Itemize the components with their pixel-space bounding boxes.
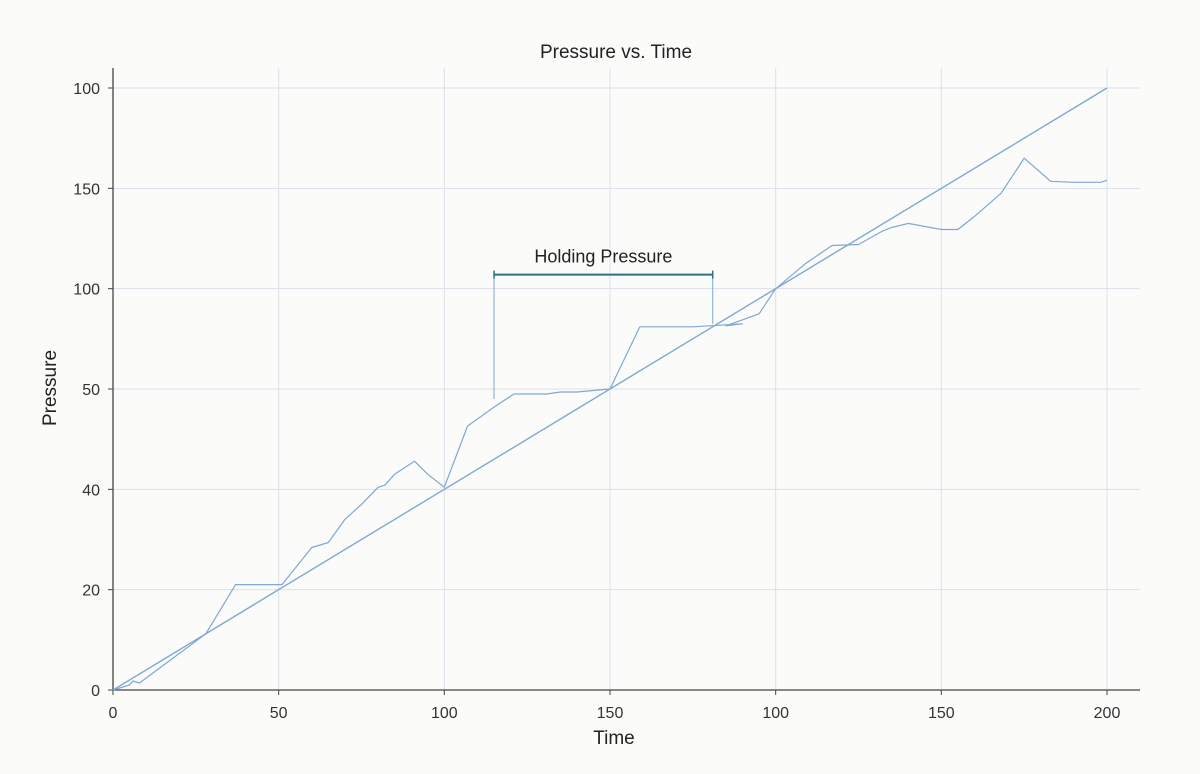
x-tick-label: 50: [270, 705, 288, 722]
tick-labels: 0 50 100 150 100 150 200 0 20 40 50 100 150 100: [73, 81, 1120, 722]
grid: [113, 68, 1140, 690]
x-tick-label: 100: [762, 705, 789, 722]
x-tick-label: 100: [431, 705, 458, 722]
x-tick-label: 150: [928, 705, 955, 722]
y-tick-label: 150: [73, 181, 100, 198]
y-tick-label: 100: [73, 81, 100, 98]
y-tick-label: 20: [82, 583, 100, 600]
y-tick-label: 100: [73, 282, 100, 299]
chart-title: Pressure vs. Time: [540, 42, 692, 63]
annotations: Holding Pressure: [493, 247, 714, 400]
x-axis-title: Time: [593, 728, 635, 749]
axes: [112, 68, 1140, 691]
x-tick-label: 0: [109, 705, 118, 722]
x-tick-label: 150: [597, 705, 624, 722]
series: [112, 87, 1108, 691]
x-tick-label: 200: [1094, 705, 1121, 722]
pressure-line: [112, 157, 1108, 691]
y-tick-label: 40: [82, 482, 100, 499]
y-tick-label: 50: [82, 382, 100, 399]
y-tick-label: 0: [91, 683, 100, 700]
y-axis-title: Pressure: [40, 350, 61, 426]
annotation-label: Holding Pressure: [534, 247, 672, 267]
